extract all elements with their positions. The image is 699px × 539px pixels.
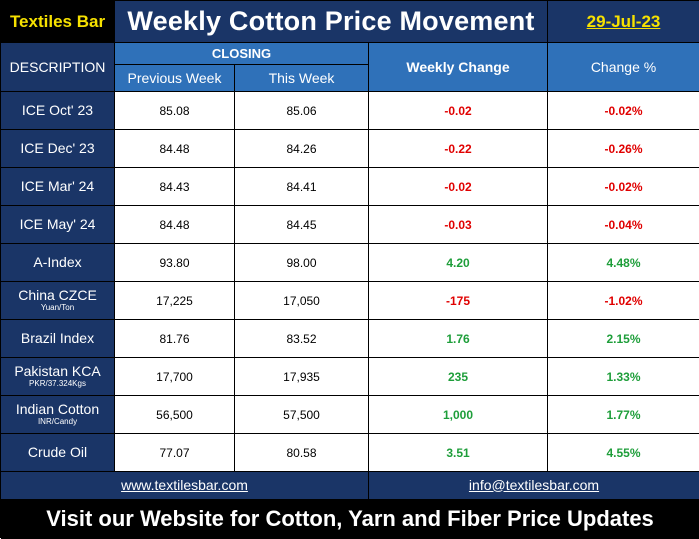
row-description: ICE Mar' 24 bbox=[1, 168, 115, 206]
row-name: ICE Dec' 23 bbox=[1, 141, 114, 156]
change-pct-value: -0.26% bbox=[548, 130, 699, 168]
previous-week-value: 85.08 bbox=[115, 92, 235, 130]
weekly-change-header: Weekly Change bbox=[369, 43, 548, 92]
previous-week-value: 17,700 bbox=[115, 358, 235, 396]
change-pct-value: 2.15% bbox=[548, 320, 699, 358]
website-link[interactable]: www.textilesbar.com bbox=[121, 477, 248, 493]
weekly-change-value: -175 bbox=[369, 282, 548, 320]
this-week-value: 84.41 bbox=[235, 168, 369, 206]
weekly-change-value: -0.22 bbox=[369, 130, 548, 168]
row-name: ICE May' 24 bbox=[1, 217, 114, 232]
row-name: Brazil Index bbox=[1, 331, 114, 346]
row-name: ICE Mar' 24 bbox=[1, 179, 114, 194]
this-week-value: 17,050 bbox=[235, 282, 369, 320]
row-name: Crude Oil bbox=[1, 445, 114, 460]
row-description: ICE May' 24 bbox=[1, 206, 115, 244]
weekly-change-value: -0.03 bbox=[369, 206, 548, 244]
previous-week-value: 81.76 bbox=[115, 320, 235, 358]
footer-row: Visit our Website for Cotton, Yarn and F… bbox=[1, 500, 699, 539]
previous-week-value: 56,500 bbox=[115, 396, 235, 434]
closing-header: CLOSING bbox=[115, 43, 369, 65]
this-week-header: This Week bbox=[235, 65, 369, 92]
change-pct-value: 1.77% bbox=[548, 396, 699, 434]
change-pct-header: Change % bbox=[548, 43, 699, 92]
closing-header-row: DESCRIPTION CLOSING Weekly Change Change… bbox=[1, 43, 699, 65]
email-link[interactable]: info@textilesbar.com bbox=[469, 477, 599, 493]
row-unit: PKR/37.324Kgs bbox=[1, 379, 114, 389]
change-pct-value: 1.33% bbox=[548, 358, 699, 396]
row-name: A-Index bbox=[1, 255, 114, 270]
previous-week-value: 84.48 bbox=[115, 206, 235, 244]
email-cell: info@textilesbar.com bbox=[369, 472, 699, 500]
row-name: ICE Oct' 23 bbox=[1, 103, 114, 118]
description-header: DESCRIPTION bbox=[1, 43, 115, 92]
change-pct-value: -0.04% bbox=[548, 206, 699, 244]
weekly-change-value: -0.02 bbox=[369, 92, 548, 130]
links-section: www.textilesbar.com info@textilesbar.com… bbox=[1, 472, 699, 539]
weekly-change-value: -0.02 bbox=[369, 168, 548, 206]
row-unit: Yuan/Ton bbox=[1, 303, 114, 313]
weekly-change-value: 4.20 bbox=[369, 244, 548, 282]
change-pct-value: 4.48% bbox=[548, 244, 699, 282]
previous-week-value: 84.48 bbox=[115, 130, 235, 168]
row-name: Indian Cotton bbox=[1, 402, 114, 417]
website-cell: www.textilesbar.com bbox=[1, 472, 369, 500]
page-title: Weekly Cotton Price Movement bbox=[115, 1, 548, 43]
weekly-change-value: 3.51 bbox=[369, 434, 548, 472]
this-week-value: 83.52 bbox=[235, 320, 369, 358]
footer-banner: Visit our Website for Cotton, Yarn and F… bbox=[1, 500, 699, 539]
weekly-change-value: 235 bbox=[369, 358, 548, 396]
change-pct-value: 4.55% bbox=[548, 434, 699, 472]
weekly-change-value: 1.76 bbox=[369, 320, 548, 358]
change-pct-value: -0.02% bbox=[548, 168, 699, 206]
row-description: Crude Oil bbox=[1, 434, 115, 472]
change-pct-value: -0.02% bbox=[548, 92, 699, 130]
links-row: www.textilesbar.com info@textilesbar.com bbox=[1, 472, 699, 500]
row-name: Pakistan KCA bbox=[1, 364, 114, 379]
row-description: Brazil Index bbox=[1, 320, 115, 358]
row-name: China CZCE bbox=[1, 288, 114, 303]
change-pct-value: -1.02% bbox=[548, 282, 699, 320]
price-table-body: Textiles Bar Weekly Cotton Price Movemen… bbox=[1, 1, 699, 92]
this-week-value: 80.58 bbox=[235, 434, 369, 472]
this-week-value: 17,935 bbox=[235, 358, 369, 396]
report-date: 29-Jul-23 bbox=[548, 1, 699, 43]
weekly-change-value: 1,000 bbox=[369, 396, 548, 434]
previous-week-value: 17,225 bbox=[115, 282, 235, 320]
this-week-value: 57,500 bbox=[235, 396, 369, 434]
previous-week-value: 84.43 bbox=[115, 168, 235, 206]
row-description: ICE Dec' 23 bbox=[1, 130, 115, 168]
this-week-value: 84.26 bbox=[235, 130, 369, 168]
previous-week-value: 93.80 bbox=[115, 244, 235, 282]
row-unit: INR/Candy bbox=[1, 417, 114, 427]
previous-week-value: 77.07 bbox=[115, 434, 235, 472]
header-row: Textiles Bar Weekly Cotton Price Movemen… bbox=[1, 1, 699, 43]
previous-week-header: Previous Week bbox=[115, 65, 235, 92]
row-description: A-Index bbox=[1, 244, 115, 282]
this-week-value: 98.00 bbox=[235, 244, 369, 282]
this-week-value: 84.45 bbox=[235, 206, 369, 244]
row-description: ICE Oct' 23 bbox=[1, 92, 115, 130]
brand-logo: Textiles Bar bbox=[1, 1, 115, 43]
this-week-value: 85.06 bbox=[235, 92, 369, 130]
